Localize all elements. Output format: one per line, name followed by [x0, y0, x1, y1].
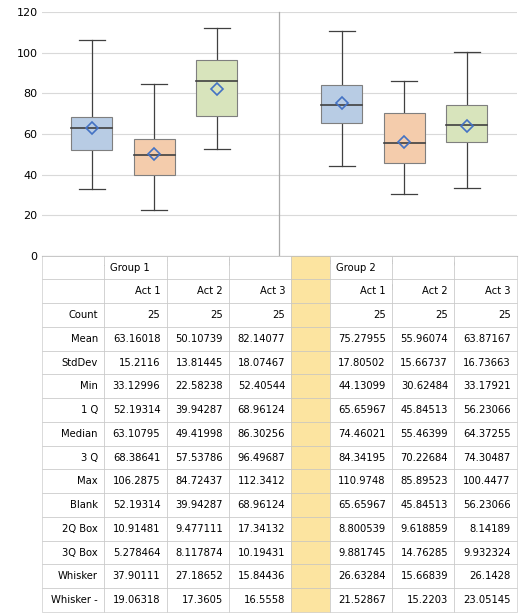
Bar — [134, 139, 174, 175]
Text: Group 2: Group 2 — [382, 282, 426, 292]
Bar — [446, 105, 487, 141]
Bar — [322, 85, 362, 122]
Text: Group 1: Group 1 — [132, 282, 176, 292]
Bar — [72, 117, 112, 150]
Bar — [196, 60, 237, 116]
Bar — [384, 113, 424, 163]
